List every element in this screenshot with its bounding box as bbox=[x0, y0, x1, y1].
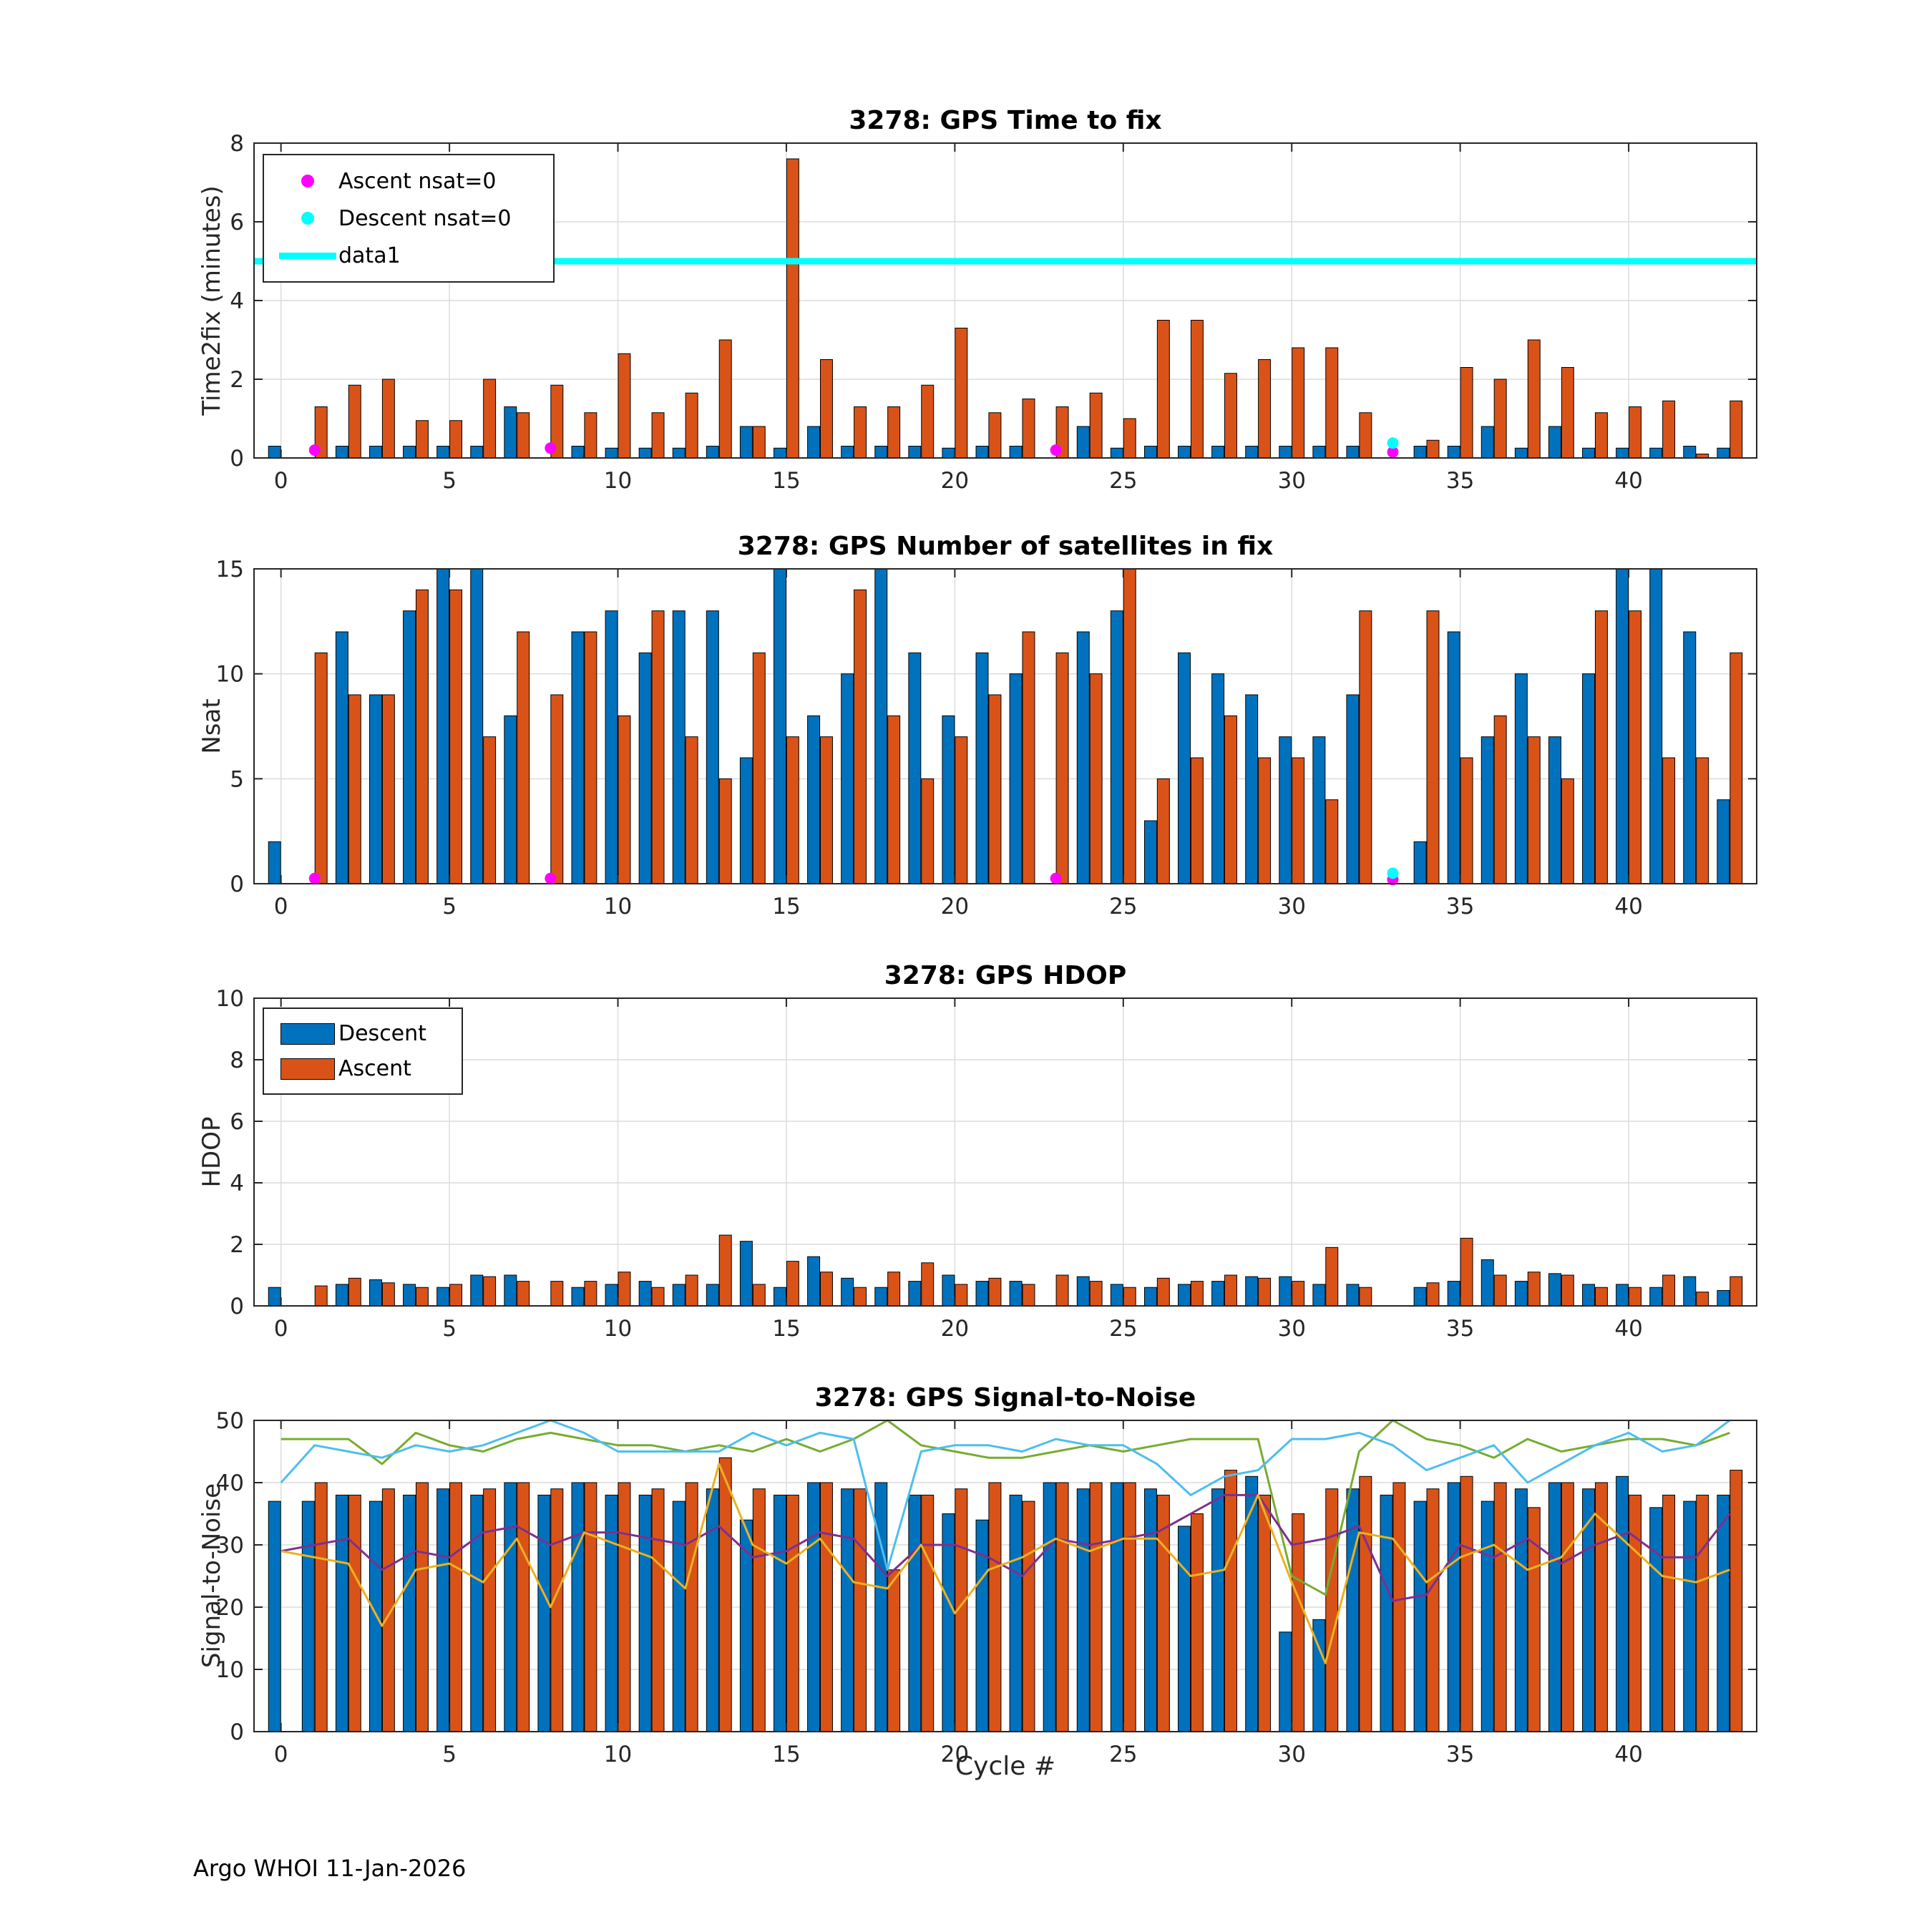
svg-text:40: 40 bbox=[1614, 468, 1642, 494]
svg-text:20: 20 bbox=[941, 894, 969, 919]
svg-text:10: 10 bbox=[216, 986, 244, 1012]
chart-title-time2fix: 3278: GPS Time to fix bbox=[849, 106, 1162, 135]
legend-item-descent: Descent bbox=[277, 1016, 449, 1051]
svg-text:10: 10 bbox=[604, 1316, 632, 1342]
ylabel-snr: Signal-to-Noise bbox=[197, 1483, 226, 1669]
svg-text:10: 10 bbox=[216, 662, 244, 688]
ascent-nsat0-marker-icon bbox=[301, 175, 314, 187]
ylabel-time2fix: Time2fix (minutes) bbox=[197, 185, 226, 416]
ylabel-hdop: HDOP bbox=[197, 1116, 226, 1188]
svg-text:5: 5 bbox=[442, 894, 457, 919]
legend-label: Descent bbox=[338, 1021, 426, 1046]
svg-text:15: 15 bbox=[772, 894, 800, 919]
svg-text:15: 15 bbox=[772, 468, 800, 494]
svg-text:30: 30 bbox=[1277, 468, 1305, 494]
descent-nsat0-marker-icon bbox=[301, 212, 314, 225]
chart-title-snr: 3278: GPS Signal-to-Noise bbox=[814, 1383, 1196, 1413]
svg-text:30: 30 bbox=[216, 1533, 244, 1558]
svg-text:35: 35 bbox=[1446, 1742, 1474, 1767]
svg-text:20: 20 bbox=[941, 468, 969, 494]
legend-label: Ascent bbox=[338, 1056, 411, 1081]
svg-text:4: 4 bbox=[230, 1171, 244, 1196]
svg-text:40: 40 bbox=[216, 1470, 244, 1496]
svg-text:35: 35 bbox=[1446, 1316, 1474, 1342]
descent-bar-swatch-icon bbox=[280, 1023, 335, 1045]
svg-text:10: 10 bbox=[604, 1742, 632, 1767]
svg-text:2: 2 bbox=[230, 367, 244, 393]
legend-label: Descent nsat=0 bbox=[338, 205, 512, 231]
svg-text:40: 40 bbox=[1614, 1742, 1642, 1767]
svg-text:25: 25 bbox=[1109, 1316, 1137, 1342]
svg-text:0: 0 bbox=[274, 468, 288, 494]
legend-item-ascent-nsat0: Ascent nsat=0 bbox=[277, 162, 540, 200]
svg-text:2: 2 bbox=[230, 1232, 244, 1258]
svg-text:35: 35 bbox=[1446, 894, 1474, 919]
svg-text:10: 10 bbox=[604, 468, 632, 494]
svg-text:40: 40 bbox=[1614, 894, 1642, 919]
svg-text:0: 0 bbox=[230, 1294, 244, 1319]
svg-text:6: 6 bbox=[230, 210, 244, 235]
svg-text:30: 30 bbox=[1277, 1742, 1305, 1767]
svg-text:30: 30 bbox=[1277, 1316, 1305, 1342]
svg-text:20: 20 bbox=[941, 1316, 969, 1342]
legend-label: data1 bbox=[338, 243, 401, 268]
svg-text:5: 5 bbox=[442, 1316, 457, 1342]
legend-item-descent-nsat0: Descent nsat=0 bbox=[277, 200, 540, 237]
svg-text:5: 5 bbox=[442, 1742, 457, 1767]
svg-text:10: 10 bbox=[604, 894, 632, 919]
svg-text:0: 0 bbox=[230, 1719, 244, 1745]
svg-text:0: 0 bbox=[230, 872, 244, 897]
svg-text:15: 15 bbox=[772, 1742, 800, 1767]
svg-text:30: 30 bbox=[1277, 894, 1305, 919]
svg-text:6: 6 bbox=[230, 1109, 244, 1135]
data1-line-sample-icon bbox=[279, 252, 336, 259]
svg-text:0: 0 bbox=[274, 894, 288, 919]
svg-text:20: 20 bbox=[941, 1742, 969, 1767]
svg-text:20: 20 bbox=[216, 1595, 244, 1621]
svg-text:0: 0 bbox=[230, 446, 244, 472]
svg-text:4: 4 bbox=[230, 288, 244, 314]
svg-text:25: 25 bbox=[1109, 1742, 1137, 1767]
ascent-bar-swatch-icon bbox=[280, 1058, 335, 1080]
footer-text: Argo WHOI 11-Jan-2026 bbox=[193, 1855, 467, 1882]
svg-text:15: 15 bbox=[772, 1316, 800, 1342]
legend-label: Ascent nsat=0 bbox=[338, 168, 497, 194]
xlabel-cycle: Cycle # bbox=[955, 1752, 1055, 1781]
svg-text:25: 25 bbox=[1109, 468, 1137, 494]
svg-text:5: 5 bbox=[442, 468, 457, 494]
svg-text:10: 10 bbox=[216, 1657, 244, 1683]
svg-text:8: 8 bbox=[230, 1048, 244, 1073]
svg-text:0: 0 bbox=[274, 1742, 288, 1767]
svg-text:15: 15 bbox=[216, 557, 244, 582]
legend-item-data1: data1 bbox=[277, 237, 540, 274]
legend-time2fix: Ascent nsat=0 Descent nsat=0 data1 bbox=[263, 154, 555, 283]
legend-hdop: Descent Ascent bbox=[263, 1008, 463, 1095]
svg-text:8: 8 bbox=[230, 131, 244, 157]
svg-text:25: 25 bbox=[1109, 894, 1137, 919]
ylabel-nsat: Nsat bbox=[197, 698, 226, 754]
svg-text:35: 35 bbox=[1446, 468, 1474, 494]
svg-text:40: 40 bbox=[1614, 1316, 1642, 1342]
svg-text:50: 50 bbox=[216, 1408, 244, 1434]
chart-title-hdop: 3278: GPS HDOP bbox=[884, 961, 1127, 990]
legend-item-ascent: Ascent bbox=[277, 1051, 449, 1086]
svg-text:0: 0 bbox=[274, 1316, 288, 1342]
svg-text:5: 5 bbox=[230, 766, 244, 792]
chart-title-nsat: 3278: GPS Number of satellites in fix bbox=[737, 532, 1274, 561]
